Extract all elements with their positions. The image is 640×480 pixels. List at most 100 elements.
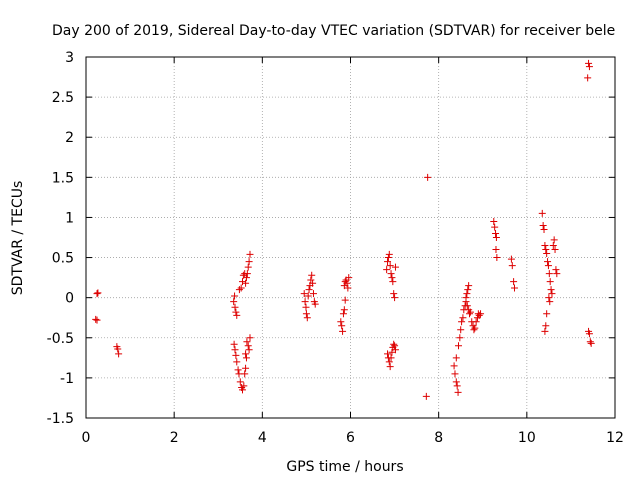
data-point [302, 310, 310, 318]
data-point [301, 298, 309, 306]
data-point [539, 221, 547, 229]
data-point [308, 271, 316, 279]
data-point [471, 324, 479, 332]
data-point [587, 339, 595, 347]
data-point [232, 308, 240, 316]
x-tick-label: 2 [170, 430, 179, 446]
data-point [389, 278, 397, 286]
data-point [114, 345, 122, 353]
chart-title: Day 200 of 2019, Sidereal Day-to-day VTE… [52, 23, 615, 39]
data-point [246, 334, 254, 342]
data-point [231, 346, 239, 354]
data-point [540, 225, 548, 233]
data-point [246, 250, 254, 258]
data-point [391, 342, 399, 350]
data-point [492, 229, 500, 237]
data-point [543, 310, 551, 318]
data-point [538, 209, 546, 217]
data-point [242, 274, 250, 282]
data-point [93, 316, 101, 324]
data-point [390, 340, 398, 348]
data-point [230, 340, 238, 348]
data-point [454, 388, 462, 396]
data-point [390, 290, 398, 298]
data-point [391, 294, 399, 302]
data-point [234, 366, 242, 374]
data-point [341, 278, 349, 286]
data-point [543, 250, 551, 258]
data-point [245, 346, 253, 354]
x-tick-label: 0 [82, 430, 91, 446]
data-point [387, 270, 395, 278]
data-point [233, 311, 241, 319]
data-point [465, 282, 473, 290]
y-axis-label: SDTVAR / TECUs [10, 181, 26, 296]
data-point [493, 254, 501, 262]
data-point [391, 346, 399, 354]
data-point [339, 327, 347, 335]
data-point [490, 217, 498, 225]
data-point [450, 362, 458, 370]
data-point [391, 263, 399, 271]
data-point [383, 266, 391, 274]
data-point [452, 354, 460, 362]
data-point [230, 298, 238, 306]
axis-ticks: 0 2 4 6 8 10 12 -1.5 -1 -0.5 0 0.5 1 1.5 2 2.5 3 [47, 50, 624, 446]
data-point [340, 306, 348, 314]
data-point [464, 286, 472, 294]
x-axis-label: GPS time / hours [286, 459, 403, 475]
y-tick-label: 0.5 [52, 251, 74, 267]
data-point [341, 296, 349, 304]
data-point [242, 354, 250, 362]
data-point [424, 173, 432, 181]
data-point [232, 351, 240, 359]
data-point [243, 270, 251, 278]
data-point [451, 370, 459, 378]
data-point [242, 350, 250, 358]
data-point [507, 255, 515, 263]
data-point [303, 314, 311, 322]
data-point [387, 354, 395, 362]
data-point [546, 298, 554, 306]
data-point [458, 318, 466, 326]
data-point [545, 270, 553, 278]
data-point [542, 246, 550, 254]
data-point [241, 370, 249, 378]
data-point [92, 315, 100, 323]
data-point [546, 278, 554, 286]
data-point [231, 292, 239, 300]
data-point [584, 74, 592, 82]
data-point [475, 311, 483, 319]
data-point [550, 236, 558, 244]
y-tick-label: 1.5 [52, 170, 74, 186]
data-point [237, 284, 245, 292]
data-point [338, 322, 346, 330]
data-point [551, 246, 559, 254]
data-point [240, 382, 248, 390]
data-point [235, 286, 243, 294]
data-point [386, 363, 394, 371]
data-point [470, 326, 478, 334]
data-point [510, 284, 518, 292]
data-point [492, 234, 500, 241]
data-point [510, 278, 518, 286]
y-tick-label: -1.5 [47, 411, 74, 427]
data-point [422, 392, 430, 400]
data-point [242, 279, 250, 287]
data-point [309, 290, 317, 298]
data-point [541, 327, 549, 335]
data-point [452, 378, 460, 386]
data-point [462, 298, 470, 306]
data-point [345, 274, 353, 282]
data-point [549, 242, 557, 250]
data-point [545, 294, 553, 302]
data-point [231, 303, 239, 311]
data-points [92, 59, 595, 400]
data-point [453, 382, 461, 390]
data-point [115, 350, 123, 358]
x-tick-label: 10 [518, 430, 536, 446]
data-point [242, 364, 250, 372]
data-point [236, 378, 244, 386]
data-point [384, 258, 392, 266]
data-point [508, 262, 516, 270]
